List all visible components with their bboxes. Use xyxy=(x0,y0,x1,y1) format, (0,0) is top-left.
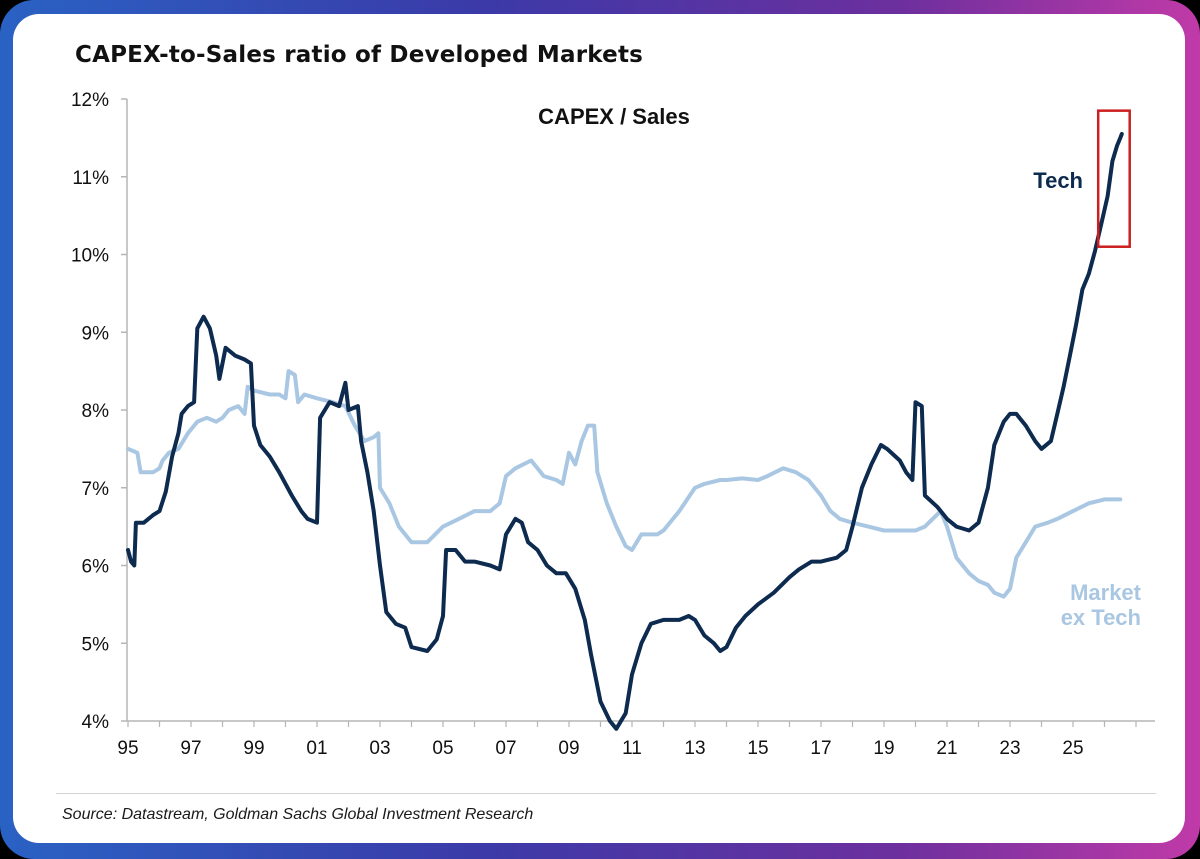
x-tick-label: 21 xyxy=(936,738,957,759)
y-tick-label: 11% xyxy=(72,168,109,189)
chart-inner-title: CAPEX / Sales xyxy=(538,104,690,129)
x-tick-label: 15 xyxy=(747,738,768,759)
footer-divider xyxy=(56,793,1156,794)
y-tick-label: 6% xyxy=(82,557,110,578)
chart-series xyxy=(126,132,1124,731)
x-tick-label: 97 xyxy=(180,738,201,759)
x-tick-label: 09 xyxy=(558,738,579,759)
series-label-line: ex Tech xyxy=(1061,605,1141,630)
x-tick-label: 23 xyxy=(999,738,1020,759)
y-tick-label: 8% xyxy=(82,401,110,422)
series-line-tech xyxy=(126,132,1124,731)
x-tick-label: 25 xyxy=(1062,738,1083,759)
x-tick-label: 11 xyxy=(622,738,642,759)
y-tick-label: 7% xyxy=(82,479,110,500)
x-tick-label: 19 xyxy=(873,738,894,759)
chart-card xyxy=(13,14,1185,843)
y-tick-label: 4% xyxy=(82,712,110,733)
series-label-market-ex-tech: Market ex Tech xyxy=(1061,580,1142,630)
chart-axes: 4% 5% 6% 7% 8% 9% 10% 11% 12% 95 97 99 01 03 05 07 09 11 1… xyxy=(71,90,1155,759)
x-tick-label: 95 xyxy=(117,738,138,759)
page-title: CAPEX-to-Sales ratio of Developed Market… xyxy=(75,42,644,68)
chart-labels: CAPEX / Sales Tech Market ex Tech xyxy=(538,104,1141,630)
source-note: Source: Datastream, Goldman Sachs Global… xyxy=(62,806,534,823)
x-tick-label: 07 xyxy=(495,738,516,759)
series-label-line: Market xyxy=(1070,580,1142,605)
y-tick-label: 12% xyxy=(71,90,109,111)
x-tick-label: 01 xyxy=(306,738,327,759)
x-tick-label: 99 xyxy=(243,738,264,759)
highlight-box xyxy=(1096,109,1131,248)
y-tick-label: 9% xyxy=(82,323,110,344)
x-tick-label: 17 xyxy=(810,738,831,759)
series-label-tech: Tech xyxy=(1033,168,1083,193)
x-tick-label: 03 xyxy=(369,738,390,759)
x-tick-label: 05 xyxy=(432,738,453,759)
y-tick-label: 10% xyxy=(71,246,109,267)
x-tick-label: 13 xyxy=(684,738,705,759)
y-tick-label: 5% xyxy=(82,634,110,655)
series-line-market-ex-tech xyxy=(126,369,1123,599)
